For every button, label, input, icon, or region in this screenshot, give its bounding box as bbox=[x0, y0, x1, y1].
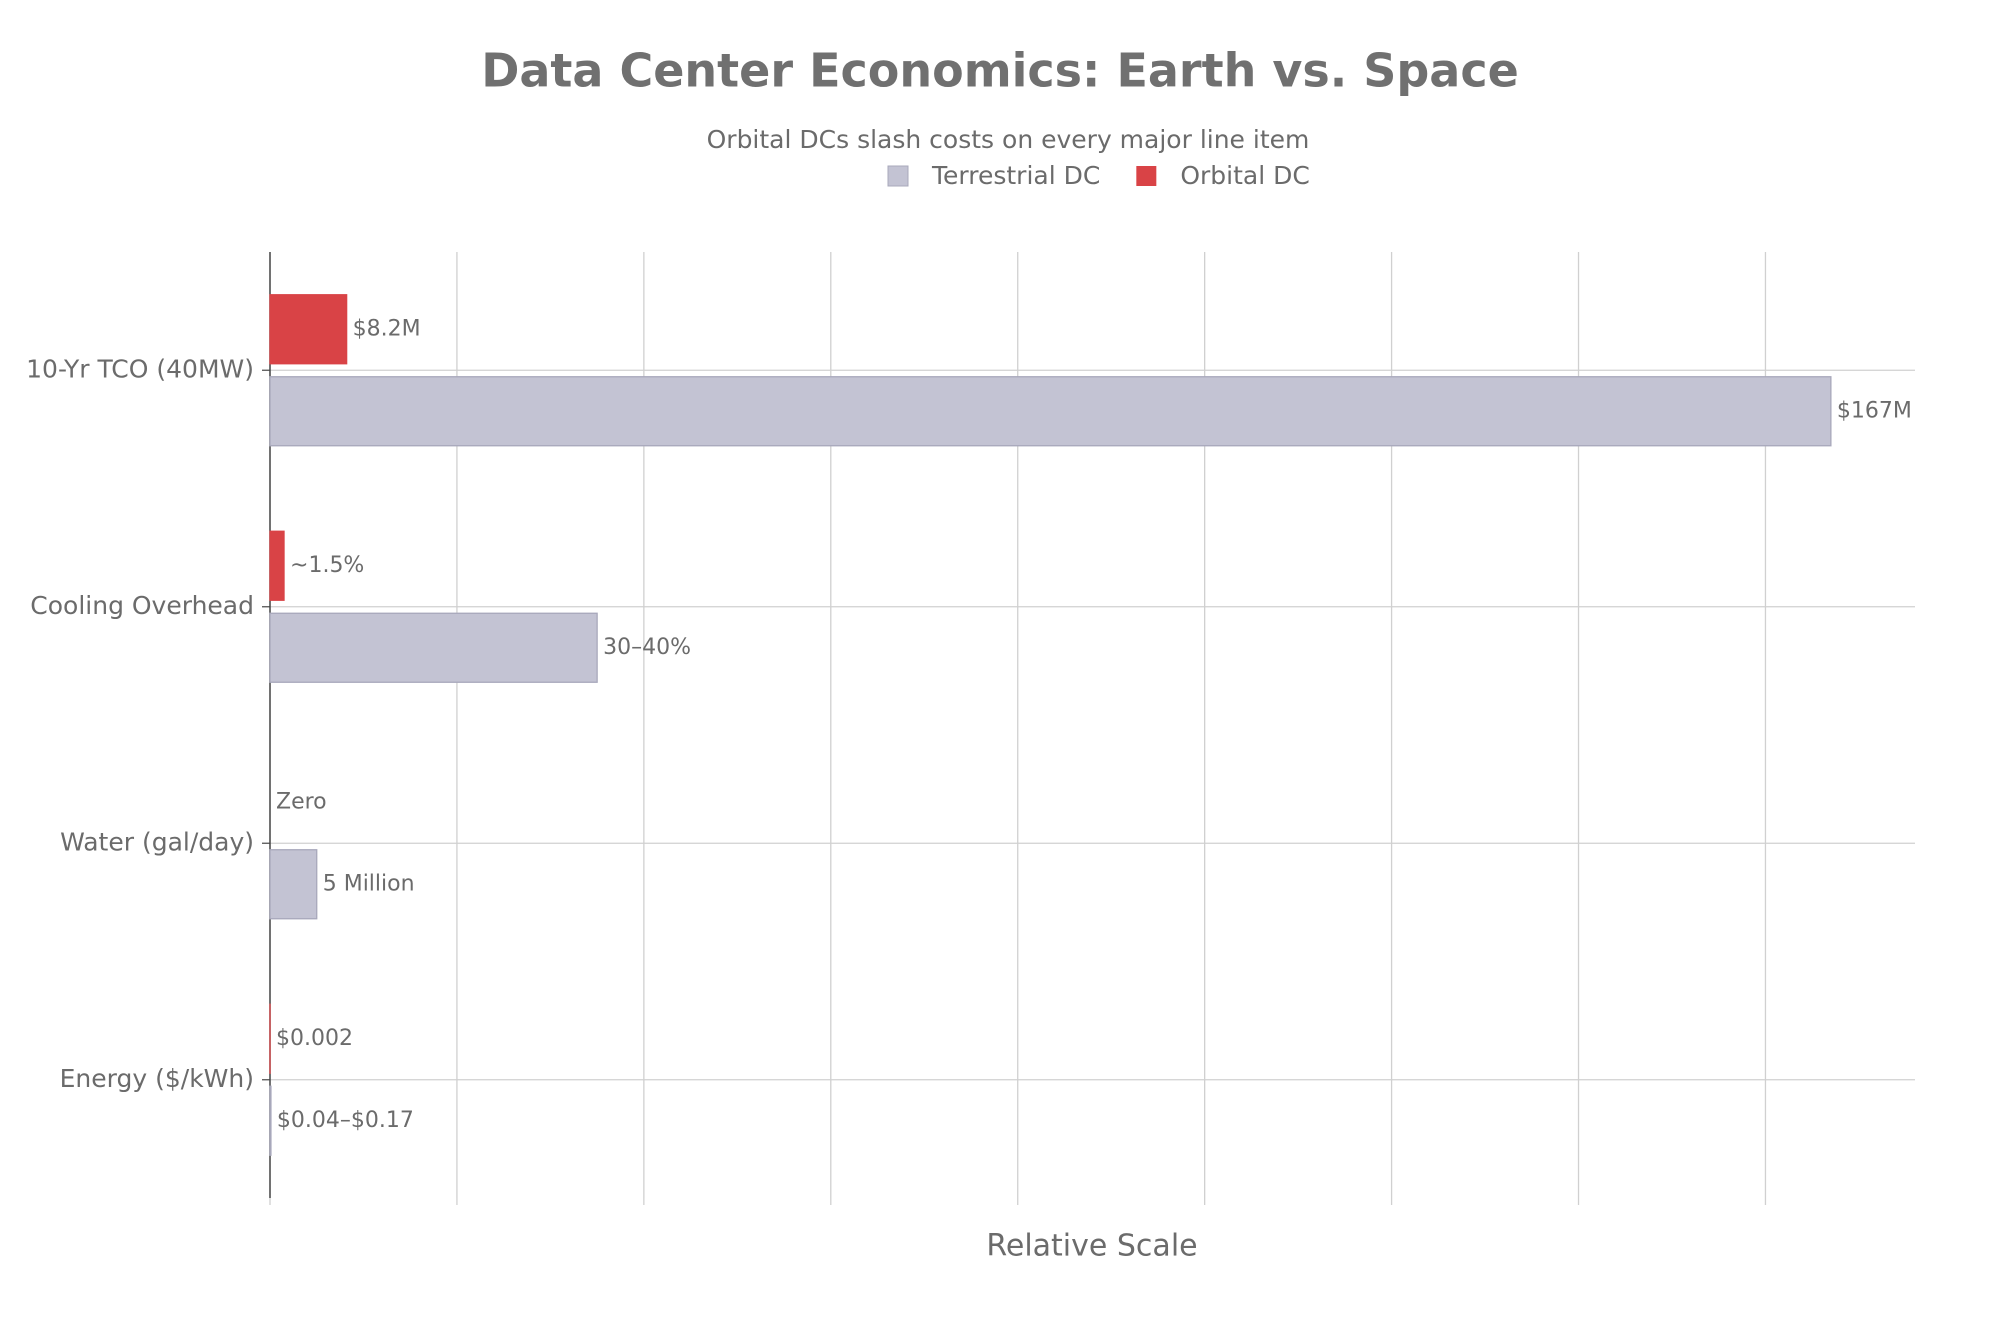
y-tick-label: Water (gal/day) bbox=[60, 827, 254, 856]
legend-swatch bbox=[1136, 166, 1157, 186]
value-label: $8.2M bbox=[353, 316, 421, 341]
bar bbox=[269, 1085, 272, 1156]
y-tick-label: Energy ($/kWh) bbox=[60, 1064, 254, 1093]
value-label: $0.002 bbox=[276, 1026, 353, 1051]
bar bbox=[269, 530, 285, 601]
value-label: $167M bbox=[1837, 398, 1912, 423]
chart-subtitle: Orbital DCs slash costs on every major l… bbox=[707, 125, 1310, 154]
value-label: Zero bbox=[276, 789, 327, 814]
bar bbox=[269, 849, 318, 920]
bar bbox=[269, 376, 1832, 447]
value-label: ~1.5% bbox=[290, 553, 364, 578]
y-tick-label: Cooling Overhead bbox=[30, 591, 254, 620]
y-tick-label: 10-Yr TCO (40MW) bbox=[26, 354, 254, 383]
legend-label: Orbital DC bbox=[1180, 161, 1310, 190]
value-label: 5 Million bbox=[323, 871, 415, 896]
x-axis-label: Relative Scale bbox=[986, 1229, 1197, 1264]
chart-title: Data Center Economics: Earth vs. Space bbox=[481, 44, 1519, 98]
bar bbox=[269, 612, 598, 683]
legend-swatch bbox=[887, 165, 909, 187]
value-label: 30–40% bbox=[603, 635, 691, 660]
legend-label: Terrestrial DC bbox=[931, 161, 1100, 190]
value-label: $0.04–$0.17 bbox=[277, 1108, 414, 1133]
bar bbox=[269, 294, 348, 365]
